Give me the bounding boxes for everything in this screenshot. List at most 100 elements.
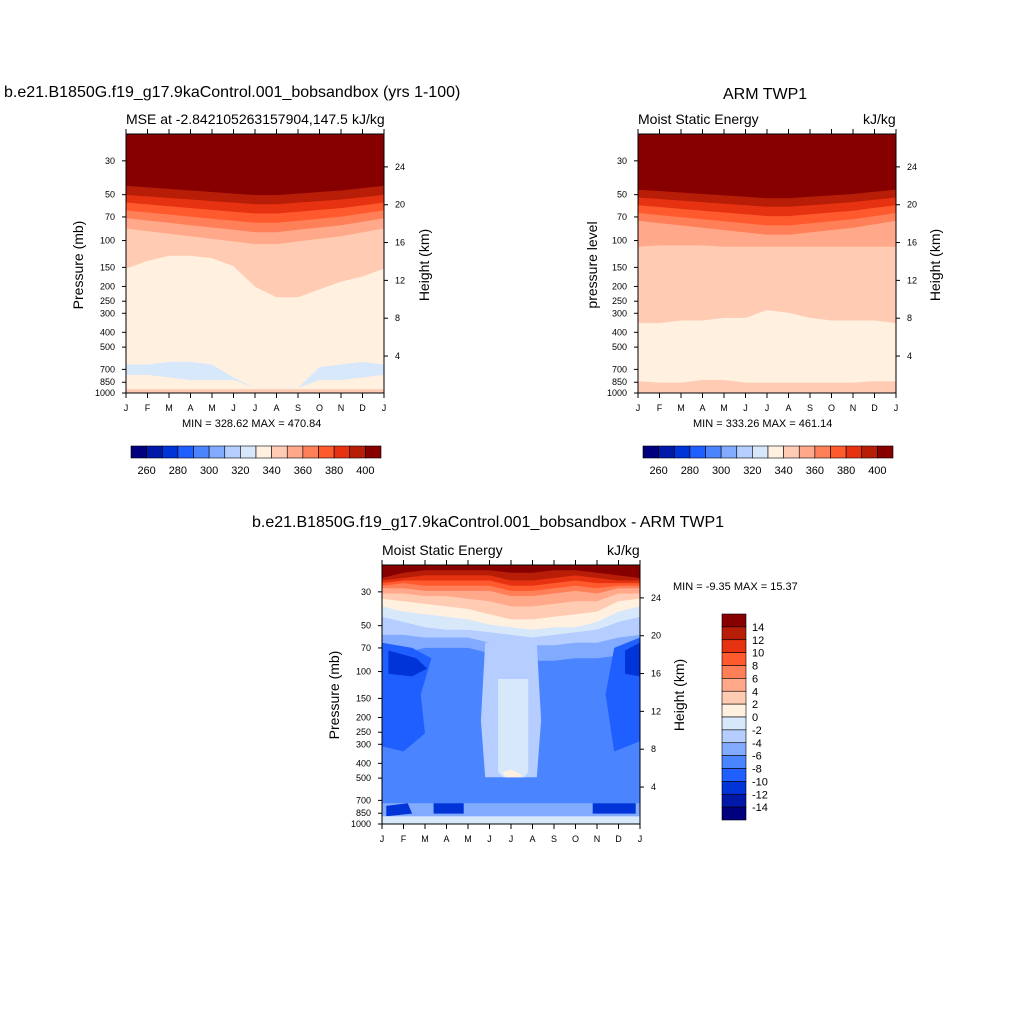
colorbar2-swatch [877,445,894,459]
panel3-ytick-label: 1000 [351,819,371,829]
panel3-xtick-label: M [421,834,429,844]
colorbar2-label: 260 [649,465,667,477]
panel3-ytick-label: 200 [356,712,371,722]
colorbar1-label: 320 [231,465,249,477]
panel2-title: ARM TWP1 [723,86,808,103]
colorbar3-swatch [721,806,747,821]
panel2-xtick-label: D [871,403,878,413]
panel1-xtick-label: J [253,403,258,413]
panel1-y2tick-label: 16 [395,238,405,248]
colorbar3-label: -8 [752,764,762,776]
panel1-title: b.e21.B1850G.f19_g17.9kaControl.001_bobs… [4,84,461,101]
colorbar3-label: -12 [752,789,768,801]
colorbar3-swatch [721,690,747,705]
panel3-xtick-label: A [443,834,449,844]
panel2-xtick-label: N [850,403,857,413]
colorbar3-swatch [721,665,747,679]
colorbar3-label: 8 [752,661,758,673]
panel3-minmax: MIN = -9.35 MAX = 15.37 [673,581,798,593]
colorbar3-label: -6 [752,751,762,763]
colorbar2-label: 300 [712,465,730,477]
panel1-band [126,374,384,393]
colorbar1-swatch [193,445,210,459]
panel3-xtick-label: F [401,834,407,844]
colorbar1-swatch [349,445,366,459]
panel2-ytick-label: 1000 [607,388,627,398]
panel3-ytick-label: 250 [356,727,371,737]
panel1-xtick-label: D [359,403,366,413]
colorbar2-label: 360 [806,465,824,477]
panel2-y2tick-label: 20 [907,200,917,210]
colorbar3-label: 0 [752,712,758,724]
colorbar2-swatch [861,445,878,459]
panel2-ytick-label: 500 [612,342,627,352]
panel1-y2tick-label: 8 [395,313,400,323]
panel2-y2tick-label: 16 [907,238,917,248]
colorbar2-label: 380 [837,465,855,477]
panel2-xtick-label: O [828,403,835,413]
colorbar1-label: 280 [169,465,187,477]
panel2-ytick-label: 30 [617,156,627,166]
panel3-y2tick-label: 20 [651,631,661,641]
panel1-xtick-label: J [124,403,129,413]
panel2-y2tick-label: 8 [907,313,912,323]
panel2-xtick-label: M [720,403,728,413]
colorbar2-swatch [752,445,769,459]
colorbar2-swatch [814,445,831,459]
colorbar3-swatch [721,652,747,666]
panel2-ytick-label: 850 [612,377,627,387]
panel1-y2tick-label: 24 [395,162,405,172]
colorbar3-swatch [721,639,747,653]
panel2-xtick-label: J [636,403,641,413]
panel3-region [433,803,464,814]
panel2-ytick-label: 700 [612,364,627,374]
colorbar2-swatch [720,445,738,459]
panel1-ytick-label: 300 [100,308,115,318]
panel1-xtick-label: N [338,403,345,413]
panel3-xtick-label: D [615,834,622,844]
panel2-y2tick-label: 4 [907,351,912,361]
colorbar2-swatch [767,445,784,459]
panel3-xtick-label: J [487,834,492,844]
panel2-xtick-label: A [785,403,791,413]
colorbar1-swatch [146,445,163,459]
colorbar3-swatch [721,768,747,782]
panel1-band [126,389,384,393]
panel1-ytick-label: 200 [100,281,115,291]
panel2-xtick-label: A [699,403,705,413]
panel1-xtick-label: A [273,403,279,413]
panel1-ytick-label: 400 [100,327,115,337]
panel2-band [638,380,896,393]
panel3-xtick-label: J [638,834,643,844]
panel1-xtick-label: F [145,403,151,413]
colorbar3-label: 2 [752,699,758,711]
panel3-xtick-label: J [380,834,385,844]
panel1-xtick-label: S [295,403,301,413]
colorbar2-swatch [845,445,863,459]
colorbar2-swatch [658,445,675,459]
panel1-xtick-label: M [208,403,216,413]
colorbar2-swatch [830,445,847,459]
colorbar3-swatch [721,613,747,628]
panel2-xtick-label: M [677,403,685,413]
panel1-minmax: MIN = 328.62 MAX = 470.84 [182,418,322,430]
panel2-y2tick-label: 12 [907,275,917,285]
panel1-left-label: MSE at -2.842105263157904,147.5 [126,111,348,127]
panel3-xtick-label: J [509,834,514,844]
panel3-right-label: kJ/kg [607,542,640,558]
panel3-ytick-label: 700 [356,795,371,805]
panel3-ytick-label: 30 [361,587,371,597]
panel1-xtick-label: A [187,403,193,413]
colorbar1-swatch [255,445,272,459]
colorbar3-swatch [721,793,747,808]
colorbar1-label: 300 [200,465,218,477]
panel1-xtick-label: M [165,403,173,413]
panel3-y2tick-label: 16 [651,669,661,679]
colorbar3-swatch [721,626,747,641]
panel2-xtick-label: F [657,403,663,413]
panel2-ytick-label: 200 [612,281,627,291]
colorbar2-label: 400 [868,465,886,477]
panel1-band [126,255,384,393]
panel3-y2tick-label: 8 [651,744,656,754]
panel3-region [382,816,640,824]
